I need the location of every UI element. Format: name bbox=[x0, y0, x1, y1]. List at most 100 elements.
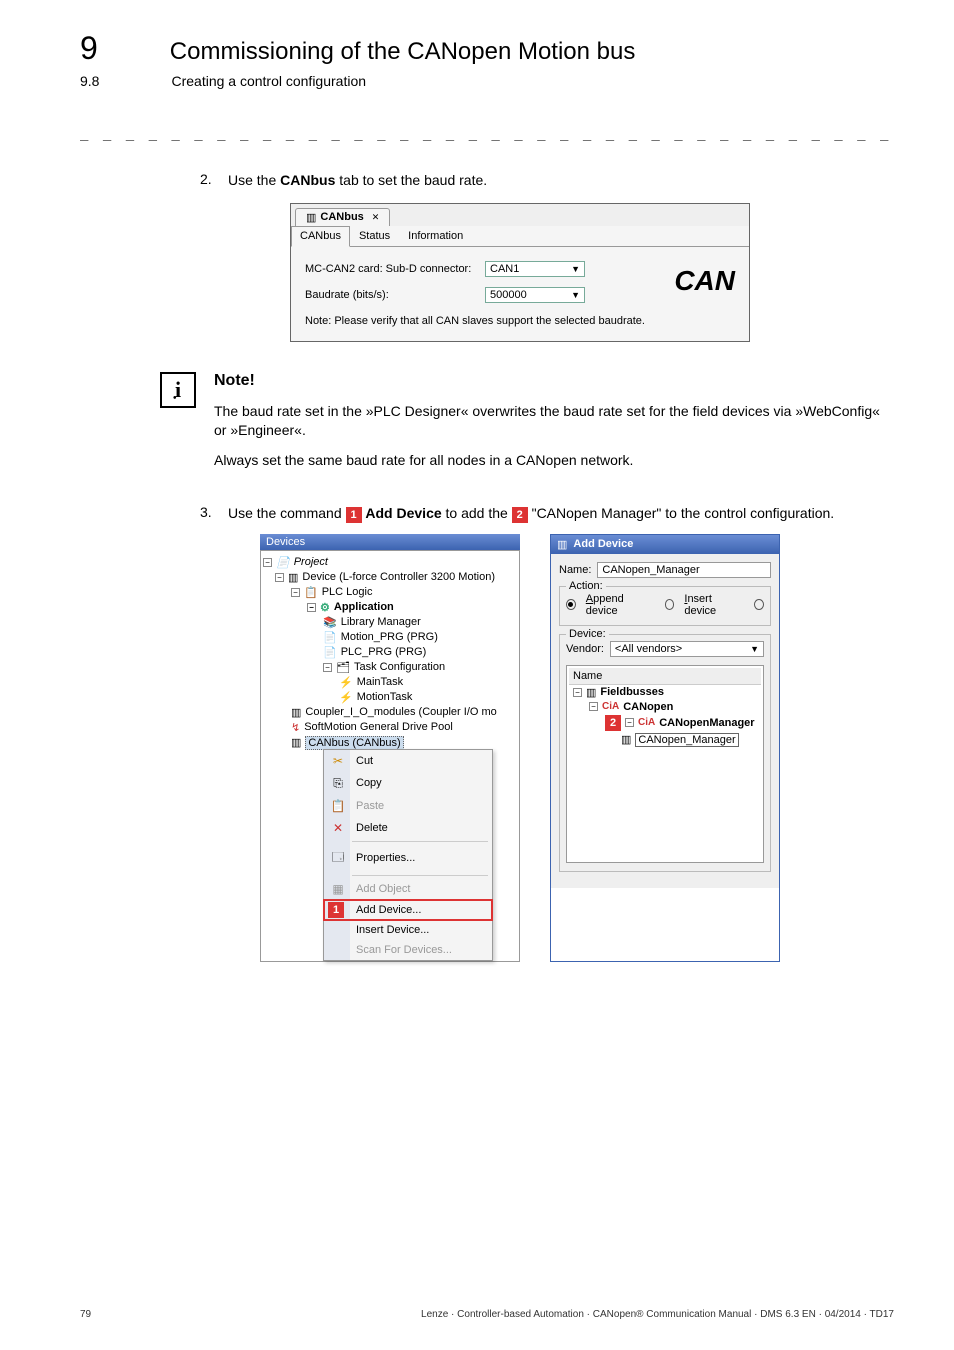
devices-panel: Devices −📄Project −▥Device (L-force Cont… bbox=[260, 534, 520, 962]
cia-icon: CiA bbox=[638, 717, 655, 728]
library-icon: 📚 bbox=[323, 616, 337, 629]
insert-label: Insert device bbox=[684, 593, 738, 617]
connector-select[interactable]: CAN1▼ bbox=[485, 261, 585, 277]
ctx-delete[interactable]: ✕Delete bbox=[324, 817, 492, 839]
tree-canopen-manager-leaf[interactable]: ▥CANopen_Manager bbox=[569, 732, 761, 748]
tab-canbus[interactable]: CANbus bbox=[291, 226, 350, 247]
task-icon: ⚡ bbox=[339, 691, 353, 704]
step-text: Use the command 1 Add Device to add the … bbox=[228, 504, 894, 524]
add-device-dialog: ▥ Add Device Name: CANopen_Manager Actio… bbox=[550, 534, 780, 962]
callout-badge-2: 2 bbox=[605, 715, 621, 731]
ctx-add-device[interactable]: 1 Add Device... bbox=[324, 900, 492, 920]
device-icon: ▥ bbox=[288, 571, 298, 584]
callout-badge-1: 1 bbox=[328, 902, 344, 918]
task-icon: ⚡ bbox=[339, 676, 353, 689]
collapse-icon[interactable]: − bbox=[291, 588, 300, 597]
tree-coupler[interactable]: ▥Coupler_I_O_modules (Coupler I/O mo bbox=[263, 705, 517, 720]
step-3: 3. Use the command 1 Add Device to add t… bbox=[200, 504, 894, 524]
tree-plc-logic[interactable]: −📋PLC Logic bbox=[263, 585, 517, 600]
project-icon: 📄 bbox=[276, 556, 290, 569]
tree-project[interactable]: −📄Project bbox=[263, 555, 517, 570]
prg-icon: 📄 bbox=[323, 631, 337, 644]
tree-task-config[interactable]: −🗂Task Configuration bbox=[263, 660, 517, 675]
tree-library-manager[interactable]: 📚Library Manager bbox=[263, 615, 517, 630]
device-icon: ▥ bbox=[621, 733, 631, 746]
connector-label: MC-CAN2 card: Sub-D connector: bbox=[305, 263, 485, 275]
device-icon: ▥ bbox=[291, 706, 301, 719]
note-title: Note! bbox=[214, 372, 894, 390]
tree-motiontask[interactable]: ⚡MotionTask bbox=[263, 690, 517, 705]
editor-tab-canbus[interactable]: ▥ CANbus ✕ bbox=[295, 208, 390, 226]
chevron-down-icon: ▼ bbox=[571, 264, 580, 274]
chapter-title: Commissioning of the CANopen Motion bus bbox=[170, 38, 636, 66]
collapse-icon[interactable]: − bbox=[589, 702, 598, 711]
ctx-scan-devices: Scan For Devices... bbox=[324, 940, 492, 960]
tree-motion-prg[interactable]: 📄Motion_PRG (PRG) bbox=[263, 630, 517, 645]
prg-icon: 📄 bbox=[323, 646, 337, 659]
tree-canopen-manager[interactable]: 2 −CiACANopenManager bbox=[569, 714, 761, 732]
ctx-cut[interactable]: ✂Cut bbox=[324, 750, 492, 772]
ctx-insert-device[interactable]: Insert Device... bbox=[324, 920, 492, 940]
section-number: 9.8 bbox=[80, 73, 99, 89]
tree-fieldbusses[interactable]: −▥Fieldbusses bbox=[569, 685, 761, 700]
ctx-properties[interactable]: 🗔Properties... bbox=[324, 844, 492, 873]
footer-text: Lenze · Controller-based Automation · CA… bbox=[421, 1309, 894, 1320]
tab-status[interactable]: Status bbox=[350, 226, 399, 246]
device-icon: ▥ bbox=[586, 686, 596, 699]
context-menu: ✂Cut ⎘Copy 📋Paste ✕Delete 🗔Properties...… bbox=[323, 749, 493, 961]
collapse-icon[interactable]: − bbox=[573, 688, 582, 697]
close-icon[interactable]: ✕ bbox=[372, 212, 380, 223]
baudrate-select[interactable]: 500000▼ bbox=[485, 287, 585, 303]
divider: _ _ _ _ _ _ _ _ _ _ _ _ _ _ _ _ _ _ _ _ … bbox=[80, 125, 894, 141]
radio-append[interactable] bbox=[566, 599, 576, 610]
tab-information[interactable]: Information bbox=[399, 226, 472, 246]
vendor-select[interactable]: <All vendors>▼ bbox=[610, 641, 764, 657]
tree-maintask[interactable]: ⚡MainTask bbox=[263, 675, 517, 690]
page-footer: 79 Lenze · Controller-based Automation ·… bbox=[80, 1309, 894, 1320]
baudrate-label: Baudrate (bits/s): bbox=[305, 289, 485, 301]
task-icon: 🗂 bbox=[336, 661, 350, 674]
step-2: 2. Use the CANbus tab to set the baud ra… bbox=[200, 171, 894, 191]
name-input[interactable]: CANopen_Manager bbox=[597, 562, 771, 578]
tree-device[interactable]: −▥Device (L-force Controller 3200 Motion… bbox=[263, 570, 517, 585]
ctx-add-object: ▦Add Object bbox=[324, 878, 492, 900]
device-fieldset: Device: Vendor: <All vendors>▼ Name −▥Fi… bbox=[559, 634, 771, 872]
tree-plc-prg[interactable]: 📄PLC_PRG (PRG) bbox=[263, 645, 517, 660]
section-row: 9.8 Creating a control configuration bbox=[80, 73, 894, 89]
tree-canopen[interactable]: −CiACANopen bbox=[569, 700, 761, 714]
devices-tree: −📄Project −▥Device (L-force Controller 3… bbox=[260, 550, 520, 962]
note-paragraph: Always set the same baud rate for all no… bbox=[214, 451, 894, 471]
device-tree: Name −▥Fieldbusses −CiACANopen 2 −CiACAN… bbox=[566, 665, 764, 863]
plc-icon: 📋 bbox=[304, 586, 318, 599]
vendor-label: Vendor: bbox=[566, 643, 604, 655]
chevron-down-icon: ▼ bbox=[571, 290, 580, 300]
app-icon: ⚙ bbox=[320, 601, 330, 614]
collapse-icon[interactable]: − bbox=[323, 663, 332, 672]
collapse-icon[interactable]: − bbox=[625, 718, 634, 727]
devices-title: Devices bbox=[260, 534, 520, 550]
canbus-subtabs: CANbus Status Information bbox=[291, 226, 749, 247]
step-number: 3. bbox=[200, 504, 228, 524]
tree-softmotion[interactable]: ↯SoftMotion General Drive Pool bbox=[263, 720, 517, 735]
radio-extra[interactable] bbox=[754, 599, 764, 610]
drive-icon: ↯ bbox=[291, 721, 300, 734]
chevron-down-icon: ▼ bbox=[750, 644, 759, 654]
canbus-screenshot: ▥ CANbus ✕ CANbus Status Information CAN… bbox=[290, 203, 750, 342]
tree-application[interactable]: −⚙Application bbox=[263, 600, 517, 615]
page-number: 79 bbox=[80, 1309, 91, 1320]
paste-icon: 📋 bbox=[330, 799, 346, 813]
collapse-icon[interactable]: − bbox=[263, 558, 272, 567]
dialog-titlebar: ▥ Add Device bbox=[551, 535, 779, 554]
properties-icon: 🗔 bbox=[330, 848, 346, 869]
canbus-note: Note: Please verify that all CAN slaves … bbox=[305, 315, 735, 327]
chapter-number: 9 bbox=[80, 30, 98, 67]
section-title: Creating a control configuration bbox=[171, 73, 366, 89]
device-icon: ▥ bbox=[291, 736, 301, 749]
collapse-icon[interactable]: − bbox=[307, 603, 316, 612]
collapse-icon[interactable]: − bbox=[275, 573, 284, 582]
radio-insert[interactable] bbox=[665, 599, 675, 610]
cia-icon: CiA bbox=[602, 701, 619, 712]
ctx-copy[interactable]: ⎘Copy bbox=[324, 772, 492, 795]
dialog-icon: ▥ bbox=[557, 538, 567, 551]
ctx-paste: 📋Paste bbox=[324, 795, 492, 817]
